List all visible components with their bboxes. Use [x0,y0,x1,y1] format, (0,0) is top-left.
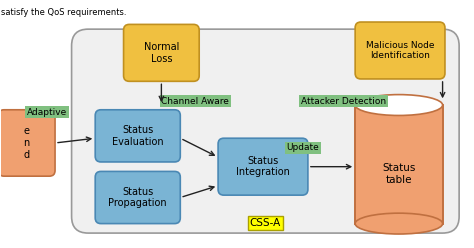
Text: Attacker Detection: Attacker Detection [301,97,386,106]
Text: satisfy the QoS requirements.: satisfy the QoS requirements. [0,8,126,17]
Text: Adaptive: Adaptive [27,108,67,117]
Text: Channel Aware: Channel Aware [161,97,229,106]
Text: Normal
Loss: Normal Loss [144,42,179,64]
Text: Update: Update [287,143,319,152]
FancyBboxPatch shape [95,110,180,162]
Text: e
n
d: e n d [24,126,30,159]
Text: CSS-A: CSS-A [250,218,281,228]
Text: Status
Propagation: Status Propagation [109,187,167,208]
FancyBboxPatch shape [355,22,445,79]
FancyBboxPatch shape [95,171,180,224]
FancyBboxPatch shape [218,138,308,195]
FancyBboxPatch shape [72,29,459,233]
Ellipse shape [355,94,443,116]
Text: Malicious Node
Identification: Malicious Node Identification [366,41,434,60]
Text: Status
Evaluation: Status Evaluation [112,125,164,147]
Bar [355,105,443,224]
Text: Status
table: Status table [382,163,416,185]
Ellipse shape [355,213,443,234]
FancyBboxPatch shape [0,110,55,176]
Text: Status
Integration: Status Integration [236,156,290,178]
FancyBboxPatch shape [124,24,199,81]
